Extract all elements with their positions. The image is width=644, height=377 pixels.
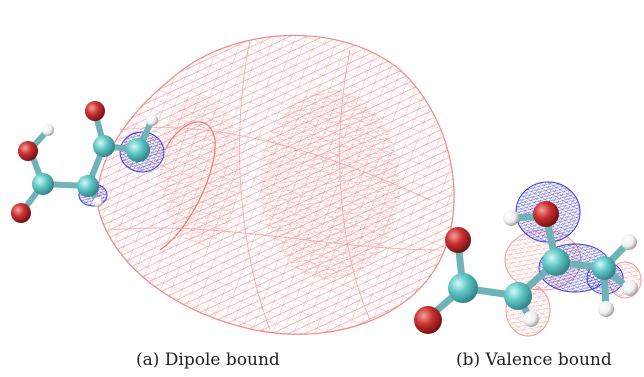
caption-valence-bound: (b) Valence bound <box>456 350 612 370</box>
carbon-atom <box>592 256 616 280</box>
oxygen-atom <box>533 201 559 227</box>
hydrogen-atom <box>93 197 103 207</box>
oxygen-atom <box>85 101 105 121</box>
oxygen-atom <box>18 141 38 161</box>
molecule-b <box>414 201 638 334</box>
hydrogen-atom <box>42 124 54 136</box>
carbon-atom <box>504 282 532 310</box>
molecule-a <box>11 101 158 223</box>
hydrogen-atom <box>503 210 519 226</box>
oxygen-atom <box>414 306 442 334</box>
hydrogen-atom <box>523 311 539 327</box>
carbon-atom <box>32 173 54 195</box>
dipole-orbital-mesh <box>96 34 455 335</box>
carbon-atom <box>93 135 115 157</box>
carbon-atom <box>126 138 150 162</box>
oxygen-atom <box>11 203 31 223</box>
oxygen-atom <box>445 227 471 253</box>
panel-valence-bound <box>414 181 642 337</box>
hydrogen-atom <box>621 234 637 250</box>
panel-dipole-bound <box>11 34 455 335</box>
hydrogen-atom <box>622 280 638 296</box>
caption-dipole-bound: (a) Dipole bound <box>136 350 280 370</box>
carbon-atom <box>448 273 478 303</box>
carbon-atom <box>77 175 99 197</box>
carbon-atom <box>542 248 570 276</box>
hydrogen-atom <box>598 301 614 317</box>
hydrogen-atom <box>146 114 158 126</box>
